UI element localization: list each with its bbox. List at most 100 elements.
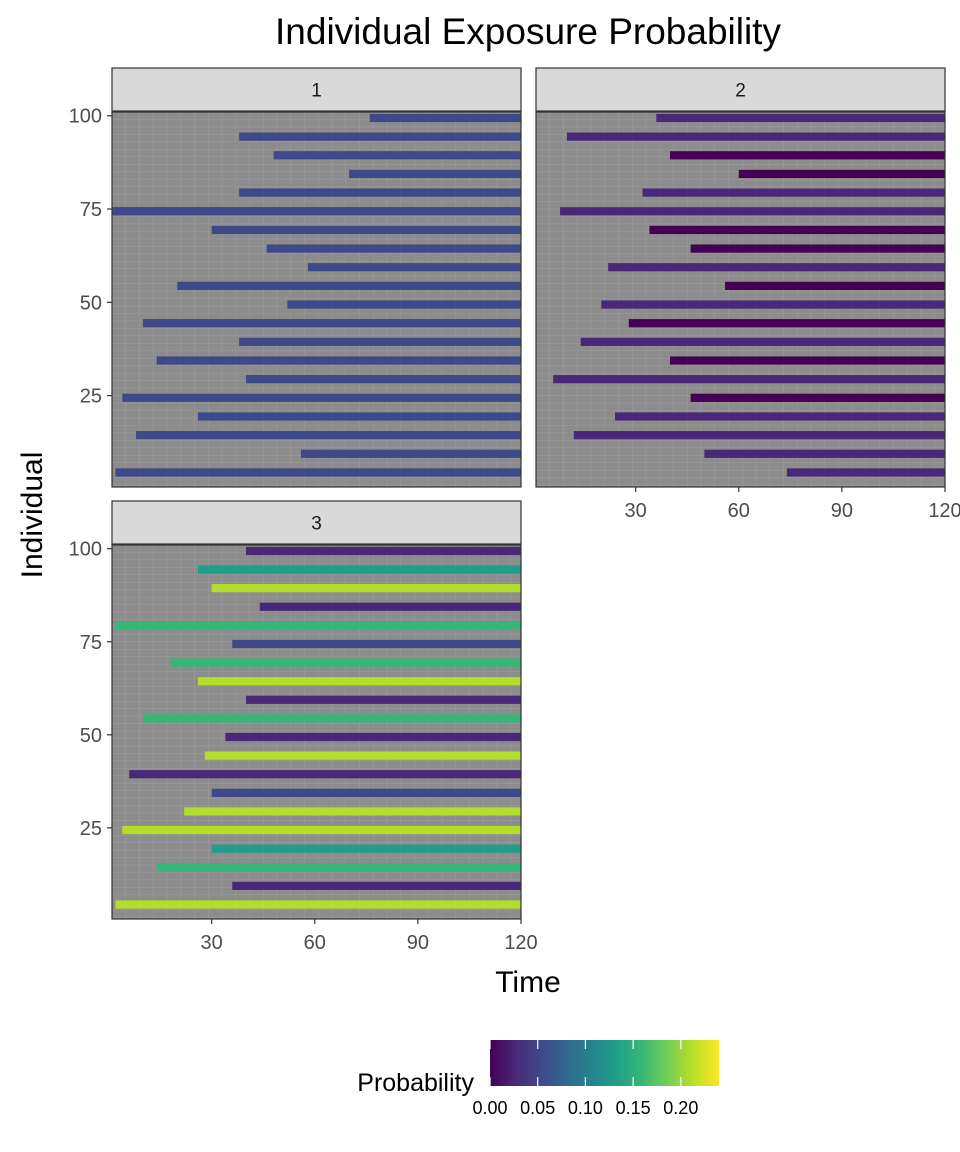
exposure-cell-row-15	[136, 431, 521, 440]
y-tick-label: 75	[80, 199, 102, 221]
exposure-cell-row-50	[287, 300, 521, 309]
exposure-cell-row-30	[553, 375, 945, 384]
exposure-cell-row-45	[142, 319, 521, 328]
legend-tick-label: 0.20	[663, 1098, 698, 1118]
exposure-cell-row-35	[211, 788, 521, 797]
exposure-cell-row-65	[266, 244, 521, 253]
exposure-cell-row-45	[204, 751, 521, 760]
exposure-cell-row-60	[246, 695, 521, 704]
x-axis-title: Time	[495, 966, 561, 999]
exposure-cell-row-90	[211, 584, 521, 593]
facet-strip-label: 3	[311, 514, 322, 535]
exposure-cell-row-65	[197, 677, 521, 686]
y-tick-label: 50	[80, 725, 102, 747]
exposure-cells	[112, 113, 522, 477]
exposure-cell-row-60	[608, 263, 945, 272]
x-tick-label: 30	[201, 932, 223, 954]
exposure-cell-row-5	[115, 468, 521, 477]
exposure-cell-row-55	[177, 281, 521, 290]
legend-tick-label: 0.00	[472, 1098, 507, 1118]
exposure-cell-row-35	[156, 356, 522, 365]
exposure-cell-row-40	[239, 337, 521, 346]
exposure-cells	[553, 113, 945, 477]
facet-strip-label: 2	[735, 81, 746, 102]
legend-title: Probability	[357, 1069, 474, 1097]
legend-tick-label: 0.10	[568, 1098, 603, 1118]
y-tick-label: 25	[80, 386, 102, 408]
panel-border	[111, 111, 522, 488]
exposure-cell-row-5	[786, 468, 945, 477]
exposure-cell-row-40	[580, 337, 945, 346]
x-tick-label: 90	[831, 500, 853, 522]
exposure-cell-row-20	[197, 412, 521, 421]
missing-data-background	[112, 112, 521, 487]
exposure-cell-row-20	[211, 844, 521, 853]
y-tick-label: 100	[69, 539, 102, 561]
exposure-cell-row-15	[156, 863, 522, 872]
exposure-cell-row-85	[259, 602, 521, 611]
exposure-cell-row-30	[184, 807, 522, 816]
exposure-cell-row-80	[115, 621, 521, 630]
legend-tick-label: 0.05	[520, 1098, 555, 1118]
exposure-cell-row-65	[690, 244, 945, 253]
exposure-cell-row-80	[239, 188, 521, 197]
legend-ticks: 0.00 0.05 0.10 0.15 0.20	[472, 1040, 698, 1118]
exposure-cell-row-100	[656, 113, 945, 123]
x-tick-label: 90	[407, 932, 429, 954]
exposure-cell-row-90	[670, 151, 945, 160]
exposure-cell-row-55	[142, 714, 521, 723]
exposure-cell-row-10	[704, 449, 945, 458]
missing-data-background	[536, 112, 945, 487]
x-tick-label: 30	[625, 500, 647, 522]
exposure-cell-row-70	[170, 658, 521, 667]
panel-border	[111, 544, 522, 920]
x-tick-label: 120	[928, 500, 960, 522]
exposure-cell-row-85	[738, 169, 945, 179]
exposure-cell-row-25	[690, 393, 945, 402]
exposure-cell-row-80	[642, 188, 945, 197]
y-axis-title: Individual	[16, 452, 49, 579]
exposure-cell-row-10	[232, 881, 521, 890]
exposure-cell-row-75	[560, 207, 945, 216]
facet-panel-1: 1 25 50 75 100	[69, 67, 522, 488]
exposure-cell-row-25	[122, 393, 522, 402]
exposure-cell-row-10	[301, 449, 521, 458]
exposure-cell-row-95	[197, 565, 521, 574]
tile-grid	[111, 544, 521, 919]
exposure-cell-row-40	[129, 770, 521, 779]
y-tick-label: 25	[80, 818, 102, 840]
legend-colorbar	[490, 1040, 719, 1086]
exposure-cell-row-5	[115, 900, 521, 909]
facet-panels: 1 25 50 75 100 2 30 60 90 120 3 25 50 75 100 30 60 90 120	[69, 67, 960, 954]
exposure-cell-row-100	[369, 113, 521, 123]
exposure-cell-row-90	[273, 151, 521, 160]
exposure-cell-row-70	[649, 225, 945, 235]
exposure-cell-row-100	[246, 546, 521, 556]
x-tick-label: 60	[728, 500, 750, 522]
exposure-cell-row-55	[725, 281, 945, 290]
exposure-cells	[115, 546, 522, 909]
exposure-cell-row-95	[566, 132, 945, 141]
exposure-cell-row-20	[615, 412, 945, 421]
facet-panel-3: 3 25 50 75 100 30 60 90 120	[69, 500, 538, 954]
exposure-cell-row-95	[239, 132, 521, 141]
exposure-cell-row-45	[628, 319, 945, 328]
exposure-cell-row-60	[307, 263, 521, 272]
y-tick-label: 100	[69, 106, 102, 128]
exposure-cell-row-15	[573, 431, 945, 440]
exposure-cell-row-50	[225, 732, 521, 742]
y-tick-label: 50	[80, 292, 102, 314]
legend: Probability 0.00 0.05 0.10 0.15 0.20	[357, 1040, 719, 1118]
facet-strip	[111, 500, 522, 545]
exposure-cell-row-35	[670, 356, 945, 365]
missing-data-background	[112, 545, 521, 919]
exposure-cell-row-30	[246, 375, 521, 384]
legend-tick-label: 0.15	[616, 1098, 651, 1118]
exposure-cell-row-85	[349, 169, 521, 179]
exposure-cell-row-75	[112, 207, 521, 216]
exposure-cell-row-25	[122, 825, 522, 835]
facet-strip	[535, 67, 946, 112]
exposure-cell-row-70	[211, 225, 521, 235]
facet-strip	[111, 67, 522, 112]
